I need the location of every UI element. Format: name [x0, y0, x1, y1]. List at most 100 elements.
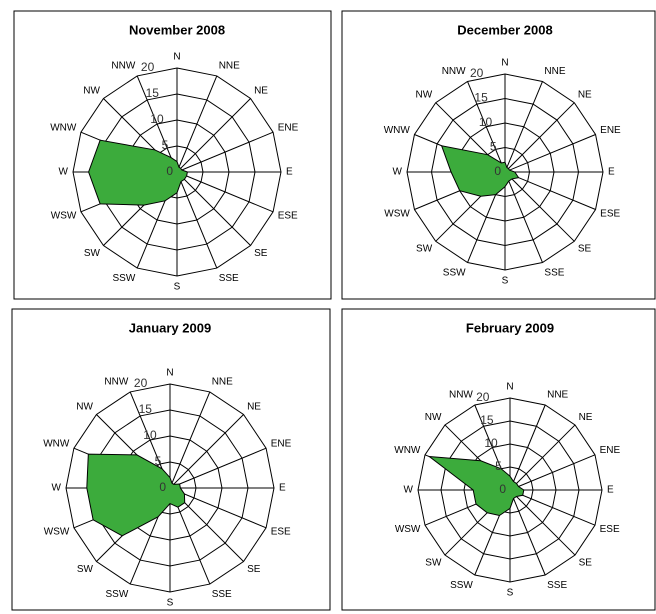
direction-label: NNW	[111, 60, 135, 71]
chart-title: January 2009	[129, 320, 211, 335]
direction-label: SW	[425, 557, 442, 568]
radial-tick-label: 0	[499, 482, 506, 496]
radial-tick-label: 15	[146, 86, 160, 100]
chart-panel: January 200905101520NNNENEENEEESESESSESS…	[11, 308, 331, 611]
direction-label: ENE	[600, 125, 621, 136]
direction-label: WSW	[384, 208, 410, 219]
direction-label: N	[501, 58, 508, 69]
direction-label: ENE	[600, 445, 621, 456]
radial-tick-label: 20	[470, 66, 484, 80]
direction-label: NW	[415, 90, 432, 101]
radial-tick-label: 5	[162, 138, 169, 152]
direction-label: SSE	[547, 580, 567, 591]
direction-label: W	[52, 483, 62, 494]
direction-label: NW	[425, 412, 442, 423]
spoke	[176, 171, 251, 246]
direction-label: S	[167, 598, 174, 609]
spoke	[504, 171, 575, 242]
panel-frame	[11, 308, 331, 611]
direction-label: ESE	[278, 211, 298, 222]
direction-label: N	[506, 382, 513, 393]
direction-label: NE	[247, 401, 261, 412]
spoke	[509, 489, 596, 526]
spoke	[169, 391, 211, 489]
chart-title: December 2008	[457, 22, 552, 37]
direction-label: WNW	[50, 123, 77, 134]
radial-tick-label: 15	[480, 413, 494, 427]
direction-label: SE	[579, 557, 593, 568]
spoke	[136, 75, 178, 173]
direction-label: ESE	[271, 527, 291, 538]
panel-frame	[341, 10, 656, 300]
spoke	[509, 454, 596, 491]
radial-tick-label: 20	[141, 60, 155, 74]
radial-tick-label: 5	[495, 459, 502, 473]
radial-tick-label: 0	[159, 480, 166, 494]
data-area	[440, 145, 520, 197]
spoke	[509, 489, 546, 576]
direction-label: SSW	[450, 580, 473, 591]
spoke	[509, 424, 576, 491]
spoke	[509, 404, 546, 491]
direction-label: S	[507, 588, 514, 599]
direction-label: NW	[76, 401, 93, 412]
radial-tick-label: 5	[155, 454, 162, 468]
radial-tick-label: 10	[143, 428, 157, 442]
direction-label: N	[173, 52, 180, 63]
spoke	[176, 98, 251, 173]
direction-label: NNE	[219, 60, 240, 71]
direction-label: NW	[83, 85, 100, 96]
direction-label: ESE	[600, 208, 620, 219]
spoke	[504, 102, 575, 173]
direction-label: SSE	[219, 273, 239, 284]
direction-label: SE	[578, 244, 592, 255]
data-area	[88, 139, 188, 206]
direction-label: SW	[77, 564, 94, 575]
direction-label: W	[404, 485, 414, 496]
data-area	[86, 453, 186, 537]
direction-label: SE	[254, 248, 268, 259]
chart-panel: November 2008 0 5 10 15 20 N NNE NE ENE E ESE SE SSE S…	[13, 10, 332, 300]
direction-label: WNW	[384, 125, 411, 136]
chart-panel: December 2008 0 5 10 15 20 N NNE NE ENE E ESE SE SSE S…	[341, 10, 656, 300]
direction-label: W	[393, 167, 403, 178]
direction-label: N	[166, 368, 173, 379]
spoke	[169, 447, 267, 489]
direction-label: WSW	[395, 524, 421, 535]
direction-label: ENE	[271, 439, 292, 450]
direction-label: ESE	[600, 524, 620, 535]
spoke	[504, 134, 596, 173]
chart-title: November 2008	[129, 22, 225, 37]
direction-label: WSW	[51, 211, 77, 222]
direction-label: SSW	[113, 273, 136, 284]
radial-tick-label: 10	[150, 112, 164, 126]
direction-label: NE	[254, 85, 268, 96]
direction-label: E	[286, 167, 293, 178]
direction-label: NNE	[544, 66, 565, 77]
spoke	[169, 487, 267, 529]
spoke	[176, 131, 274, 173]
spoke	[504, 171, 596, 210]
chart-title: February 2009	[466, 320, 554, 335]
direction-label: S	[502, 276, 509, 287]
panel-frame	[13, 10, 332, 300]
direction-label: W	[59, 167, 69, 178]
direction-label: ENE	[278, 123, 299, 134]
spoke	[176, 75, 218, 173]
direction-label: SW	[84, 248, 101, 259]
spoke	[467, 81, 506, 173]
panel-frame	[341, 308, 656, 611]
direction-label: WSW	[44, 527, 70, 538]
direction-label: SSW	[106, 589, 129, 600]
radial-tick-label: 0	[166, 164, 173, 178]
direction-label: NE	[579, 412, 593, 423]
direction-label: SSE	[212, 589, 232, 600]
direction-label: S	[174, 282, 181, 293]
direction-label: NNE	[212, 376, 233, 387]
direction-label: E	[607, 485, 614, 496]
spoke	[169, 414, 244, 489]
direction-label: NNW	[449, 389, 473, 400]
direction-label: SSE	[544, 267, 564, 278]
radial-tick-label: 10	[479, 115, 493, 129]
